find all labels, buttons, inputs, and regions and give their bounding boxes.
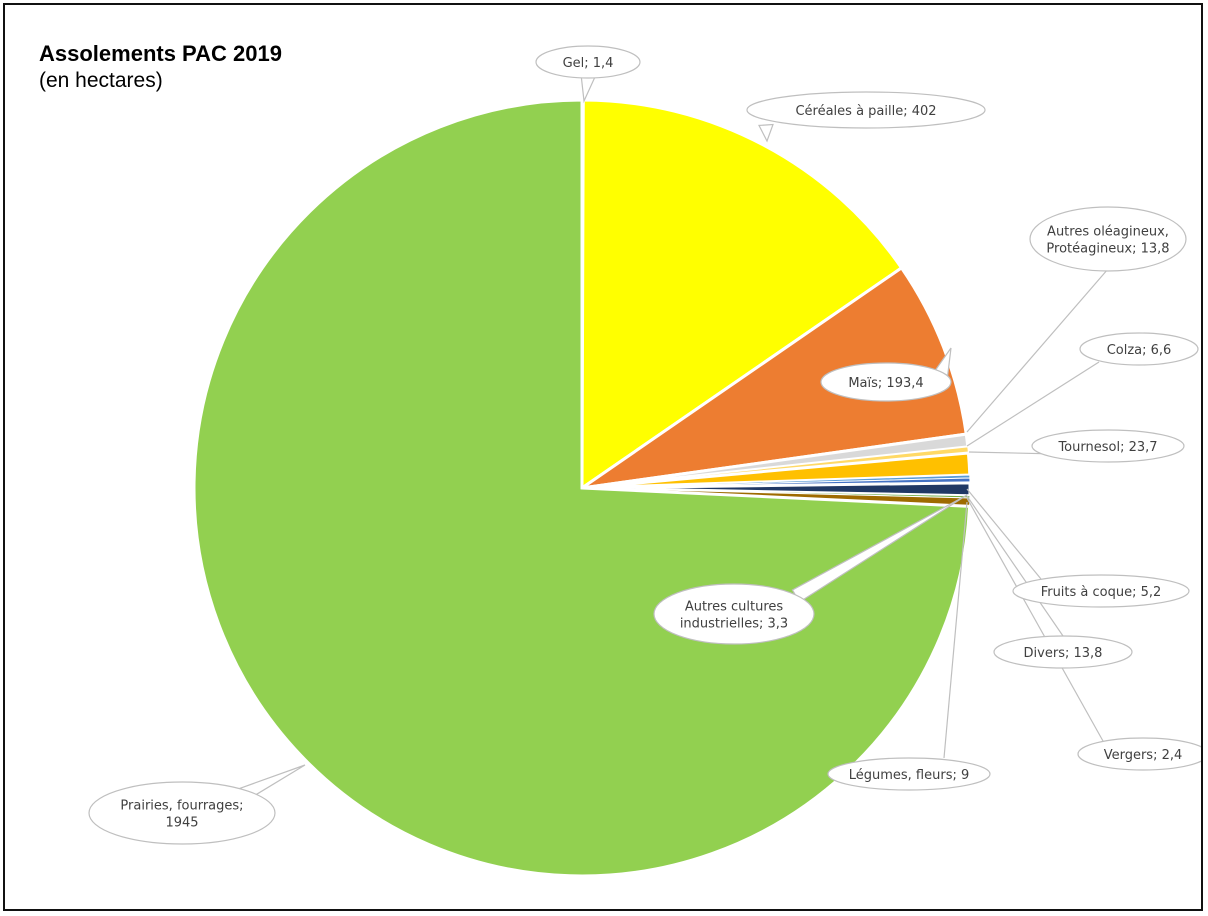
callout-label-prairies-fourrages: Prairies, fourrages; [120,799,243,814]
callout-fruits-a-coque: Fruits à coque; 5,2 [1012,574,1190,608]
callout-label-cereales-a-paille: Céréales à paille; 402 [795,104,936,119]
callout-label-autres-cultures-industrielles: industrielles; 3,3 [680,617,788,632]
callout-label-autres-cultures-industrielles: Autres cultures [685,600,784,615]
callout-bubble [827,757,991,791]
leader-line-divers [966,495,1064,637]
callout-label-autres-oleagineux-proteagineux: Autres oléagineux, [1047,225,1169,240]
callout-bubble [1029,206,1187,272]
callout-prairies-fourrages: Prairies, fourrages; 1945 [88,764,306,845]
callout-bubble [1077,737,1201,771]
chart-subtitle: (en hectares) [39,69,163,92]
callout-colza: Colza; 6,6 [1079,332,1199,366]
callout-label-legumes-fleurs: Légumes, fleurs; 9 [849,768,970,783]
callout-label-mais: Maïs; 193,4 [848,376,923,391]
chart-frame: Gel; 1,4 Céréales à paille; 402 Maïs; 193,… [3,3,1203,911]
callout-cereales-a-paille: Céréales à paille; 402 [746,91,986,143]
callout-bubble-fill [748,93,984,127]
callout-vergers: Vergers; 2,4 [1077,737,1201,771]
leader-line-fruits-a-coque [966,488,1042,580]
callout-bubble-fill [655,585,813,643]
callout-label-autres-oleagineux-proteagineux: Protéagineux; 13,8 [1046,242,1169,257]
callout-bubble-fill [822,364,950,400]
callout-label-tournesol: Tournesol; 23,7 [1057,440,1157,455]
callout-mais: Maïs; 193,4 [820,347,952,402]
chart-title: Assolements PAC 2019 [39,41,282,66]
callout-label-fruits-a-coque: Fruits à coque; 5,2 [1041,585,1162,600]
callout-bubble [1031,429,1185,463]
callout-bubble-fill [90,783,274,843]
callout-label-colza: Colza; 6,6 [1107,343,1172,358]
callout-pointer [758,123,774,143]
pie-slice-cereales-a-paille [580,98,904,491]
callout-divers: Divers; 13,8 [993,635,1133,669]
callout-label-divers: Divers; 13,8 [1024,646,1103,661]
pie-chart: Gel; 1,4 Céréales à paille; 402 Maïs; 193,… [88,45,1201,878]
callout-label-gel: Gel; 1,4 [563,56,614,71]
leader-line-colza [966,361,1100,447]
callout-gel: Gel; 1,4 [535,45,641,104]
callout-bubble-fill [537,47,639,77]
pie-slice-mais [581,265,968,490]
callout-bubble [993,635,1133,669]
pie-slices [192,98,972,878]
callout-pointer [580,74,596,104]
leader-line-vergers [966,497,1104,742]
callout-autres-cultures-industrielles: Autres cultures industrielles; 3,3 [653,494,968,645]
leader-line-autres-oleagineux-proteagineux [966,268,1109,433]
leader-lines [943,268,1109,759]
pie-slice-prairies-fourrages [192,98,972,878]
callout-autres-oleagineux-proteagineux: Autres oléagineux, Protéagineux; 13,8 [1029,206,1187,272]
callout-bubble [1012,574,1190,608]
leader-line-legumes-fleurs [943,501,968,759]
callout-labels: Gel; 1,4 Céréales à paille; 402 Maïs; 193,… [88,45,1201,845]
callout-label-vergers: Vergers; 2,4 [1104,748,1183,763]
callout-bubble [1079,332,1199,366]
callout-label-prairies-fourrages: 1945 [165,816,198,831]
callout-tournesol: Tournesol; 23,7 [1031,429,1185,463]
callout-legumes-fleurs: Légumes, fleurs; 9 [827,757,991,791]
